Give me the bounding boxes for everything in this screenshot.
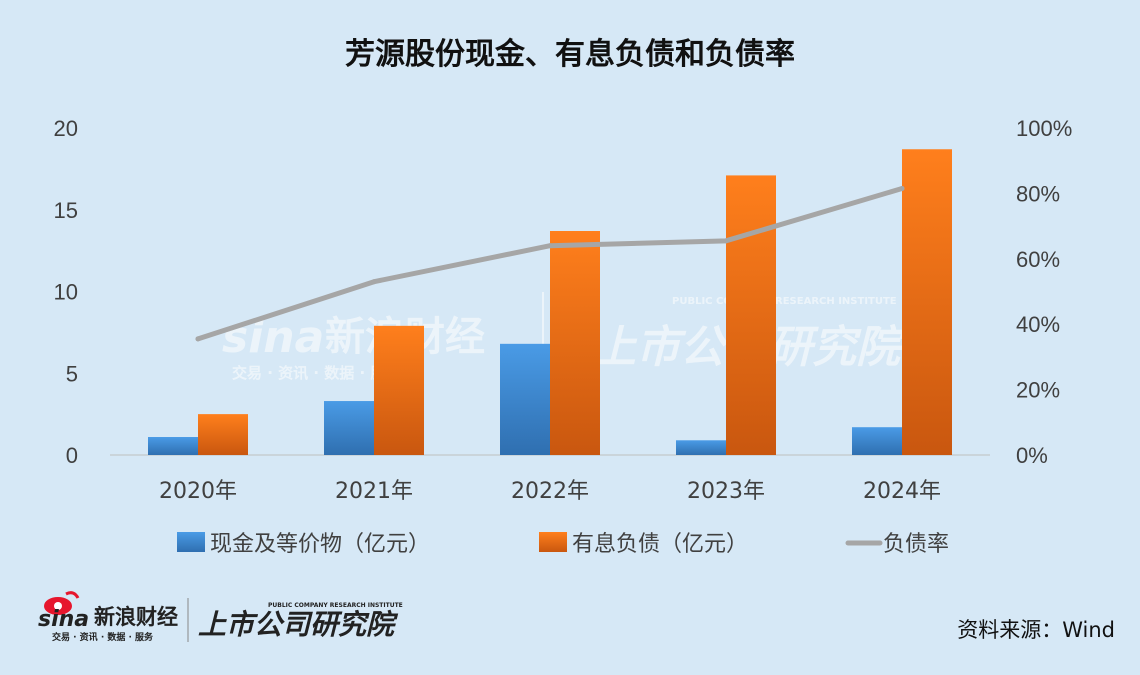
- legend: 现金及等价物（亿元） 有息负债（亿元） 负债率: [177, 532, 949, 557]
- left-axis: 0 5 10 15 20: [54, 116, 78, 468]
- x-tick-label: 2023年: [687, 479, 765, 504]
- legend-label-debt: 有息负债（亿元）: [572, 532, 748, 557]
- legend-swatch-debt: [539, 532, 567, 552]
- bar-cash: [148, 437, 198, 455]
- legend-swatch-cash: [177, 532, 205, 552]
- right-tick-label: 60%: [1016, 247, 1060, 272]
- x-tick-label: 2020年: [159, 479, 237, 504]
- left-tick-label: 15: [54, 198, 78, 223]
- bars-group: [148, 149, 952, 456]
- chart-title: 芳源股份现金、有息负债和负债率: [345, 37, 795, 72]
- right-tick-label: 100%: [1016, 116, 1072, 141]
- legend-label-cash: 现金及等价物（亿元）: [210, 532, 430, 557]
- bar-cash: [852, 427, 902, 455]
- footer-logo: sina 新浪财经 交易 · 资讯 · 数据 · 服务 上市公司研究院 PUBL…: [38, 591, 403, 643]
- ratio-point: [195, 336, 201, 342]
- bar-debt: [726, 175, 776, 456]
- x-axis: 2020年 2021年 2022年 2023年 2024年: [159, 479, 941, 504]
- footer-logo-institute-en: PUBLIC COMPANY RESEARCH INSTITUTE: [268, 602, 403, 609]
- bar-debt: [198, 414, 248, 455]
- watermark-sub: 交易 · 资讯 · 数据 · 服务: [232, 364, 401, 382]
- bar-debt: [550, 231, 600, 455]
- left-tick-label: 20: [54, 116, 78, 141]
- x-tick-label: 2024年: [863, 479, 941, 504]
- x-tick-label: 2022年: [511, 479, 589, 504]
- sina-eye-logo-icon: [44, 591, 80, 615]
- footer-logo-brand: sina: [38, 607, 89, 632]
- bar-cash: [676, 440, 726, 455]
- right-axis: 0% 20% 40% 60% 80% 100%: [1016, 116, 1072, 468]
- right-tick-label: 40%: [1016, 312, 1060, 337]
- left-tick-label: 5: [66, 361, 78, 386]
- footer-logo-institute: 上市公司研究院: [198, 608, 399, 641]
- left-tick-label: 10: [54, 280, 78, 305]
- bar-debt: [374, 325, 424, 455]
- watermark-institute-en: PUBLIC COMPANY RESEARCH INSTITUTE: [672, 296, 897, 307]
- bar-cash: [324, 401, 374, 455]
- footer-logo-cn: 新浪财经: [94, 605, 178, 629]
- watermark-brand: sina: [222, 312, 324, 363]
- ratio-line-group: [195, 185, 905, 342]
- ratio-point: [547, 243, 553, 249]
- bar-debt: [902, 149, 952, 455]
- ratio-point: [899, 185, 905, 191]
- legend-label-ratio: 负债率: [883, 532, 949, 557]
- ratio-point: [723, 238, 729, 244]
- ratio-point: [371, 279, 377, 285]
- x-tick-label: 2021年: [335, 479, 413, 504]
- source-note: 资料来源：Wind: [957, 618, 1115, 642]
- left-tick-label: 0: [66, 443, 78, 468]
- right-tick-label: 80%: [1016, 181, 1060, 206]
- right-tick-label: 0%: [1016, 443, 1048, 468]
- bar-cash: [500, 343, 550, 455]
- footer-logo-sub: 交易 · 资讯 · 数据 · 服务: [52, 631, 154, 643]
- right-tick-label: 20%: [1016, 378, 1060, 403]
